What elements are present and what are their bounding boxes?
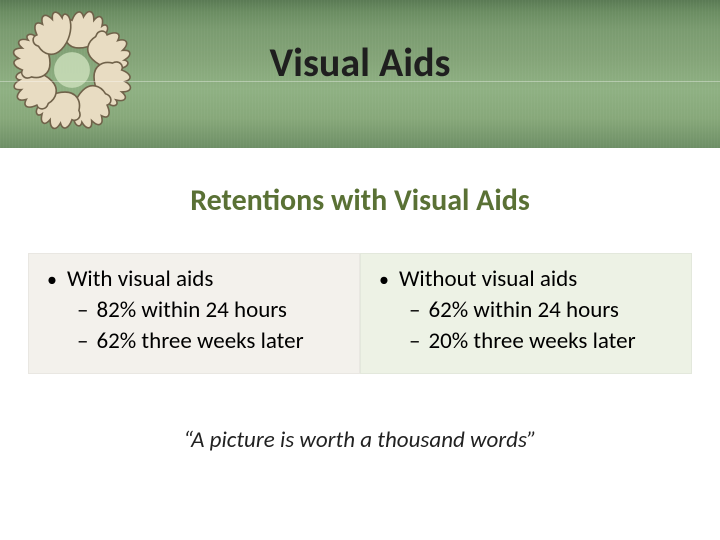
stat-text: 82% within 24 hours [96,295,286,326]
list-item: – 20% three weeks later [409,326,677,357]
slide-subtitle: Retentions with Visual Aids [0,182,720,219]
stat-text: 62% within 24 hours [428,295,618,326]
dash-icon: – [409,295,420,326]
dash-icon: – [77,295,88,326]
content-columns: • With visual aids – 82% within 24 hours… [0,253,720,374]
footer-quote: “A picture is worth a thousand words” [0,426,720,454]
bullet-icon: • [379,270,389,290]
list-item: – 62% three weeks later [77,326,345,357]
column-with-visual-aids: • With visual aids – 82% within 24 hours… [28,253,360,374]
stat-text: 62% three weeks later [96,326,303,357]
dash-icon: – [409,326,420,357]
stat-text: 20% three weeks later [428,326,635,357]
list-item: • With visual aids [47,264,345,295]
column-without-visual-aids: • Without visual aids – 62% within 24 ho… [360,253,692,374]
column-heading: With visual aids [67,264,213,295]
list-item: • Without visual aids [379,264,677,295]
header-band: Visual Aids [0,0,720,148]
list-item: – 62% within 24 hours [409,295,677,326]
bullet-icon: • [47,270,57,290]
list-item: – 82% within 24 hours [77,295,345,326]
slide-title: Visual Aids [0,38,720,87]
column-heading: Without visual aids [399,264,577,295]
dash-icon: – [77,326,88,357]
